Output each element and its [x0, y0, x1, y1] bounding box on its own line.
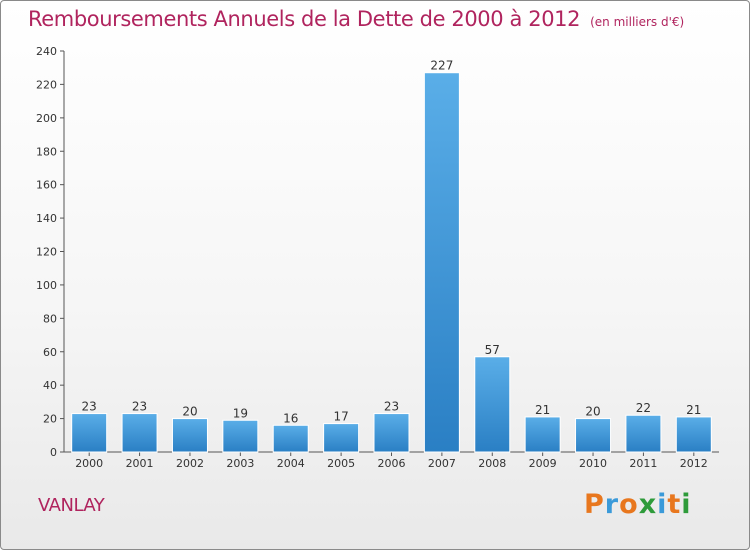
- logo-letter: i: [681, 489, 692, 520]
- data-label: 23: [384, 400, 399, 414]
- bar: [171, 418, 208, 453]
- data-label: 19: [233, 406, 248, 420]
- data-label: 20: [182, 405, 197, 419]
- data-label: 16: [283, 411, 298, 425]
- x-tick-label: 2007: [428, 457, 456, 470]
- x-tick-label: 2005: [327, 457, 355, 470]
- x-tick-label: 2008: [478, 457, 506, 470]
- data-label: 17: [333, 410, 348, 424]
- data-label: 21: [686, 403, 701, 417]
- data-label: 22: [636, 401, 651, 415]
- chart-title: Remboursements Annuels de la Dette de 20…: [28, 7, 684, 31]
- y-tick-label: 220: [36, 78, 57, 91]
- x-tick-label: 2003: [226, 457, 254, 470]
- y-tick-label: 120: [36, 246, 57, 259]
- y-tick-label: 200: [36, 112, 57, 125]
- x-tick-label: 2001: [126, 457, 154, 470]
- x-tick-label: 2012: [680, 457, 708, 470]
- commune-name: VANLAY: [38, 495, 105, 516]
- logo-letter: P: [584, 489, 605, 520]
- x-tick-label: 2002: [176, 457, 204, 470]
- x-tick-label: 2009: [529, 457, 557, 470]
- logo-letter: o: [619, 489, 639, 520]
- y-tick-label: 100: [36, 279, 57, 292]
- bar: [575, 418, 612, 453]
- bar: [423, 72, 460, 453]
- y-tick-label: 160: [36, 179, 57, 192]
- chart-subtitle: (en milliers d'€): [590, 15, 685, 29]
- x-tick-label: 2004: [277, 457, 305, 470]
- x-tick-label: 2011: [629, 457, 657, 470]
- proxiti-logo: Proxiti: [584, 489, 692, 520]
- y-tick-label: 0: [50, 446, 57, 459]
- y-tick-label: 40: [43, 379, 57, 392]
- bar: [272, 424, 309, 453]
- y-tick-label: 140: [36, 212, 57, 225]
- y-tick-label: 20: [43, 413, 57, 426]
- data-label: 227: [430, 59, 453, 73]
- x-tick-label: 2006: [378, 457, 406, 470]
- logo-letter: r: [604, 489, 620, 520]
- data-label: 57: [485, 343, 500, 357]
- bar: [71, 413, 108, 453]
- logo-letter: x: [638, 489, 658, 520]
- logo-letter: i: [657, 489, 668, 520]
- bar: [373, 413, 410, 453]
- bar: [524, 416, 561, 453]
- data-label: 21: [535, 403, 550, 417]
- logo-letter: t: [667, 489, 682, 520]
- y-tick-label: 240: [36, 45, 57, 58]
- chart-title-text: Remboursements Annuels de la Dette de 20…: [28, 7, 581, 31]
- x-tick-label: 2010: [579, 457, 607, 470]
- bar: [675, 416, 712, 453]
- x-tick-label: 2000: [75, 457, 103, 470]
- y-tick-label: 60: [43, 346, 57, 359]
- data-label: 20: [585, 405, 600, 419]
- data-label: 23: [82, 400, 97, 414]
- bar: [625, 414, 662, 453]
- data-label: 23: [132, 400, 147, 414]
- bar: [222, 419, 259, 453]
- bar: [121, 413, 158, 453]
- bar: [323, 423, 360, 453]
- y-tick-label: 80: [43, 312, 57, 325]
- y-tick-label: 180: [36, 145, 57, 158]
- bar: [474, 356, 511, 453]
